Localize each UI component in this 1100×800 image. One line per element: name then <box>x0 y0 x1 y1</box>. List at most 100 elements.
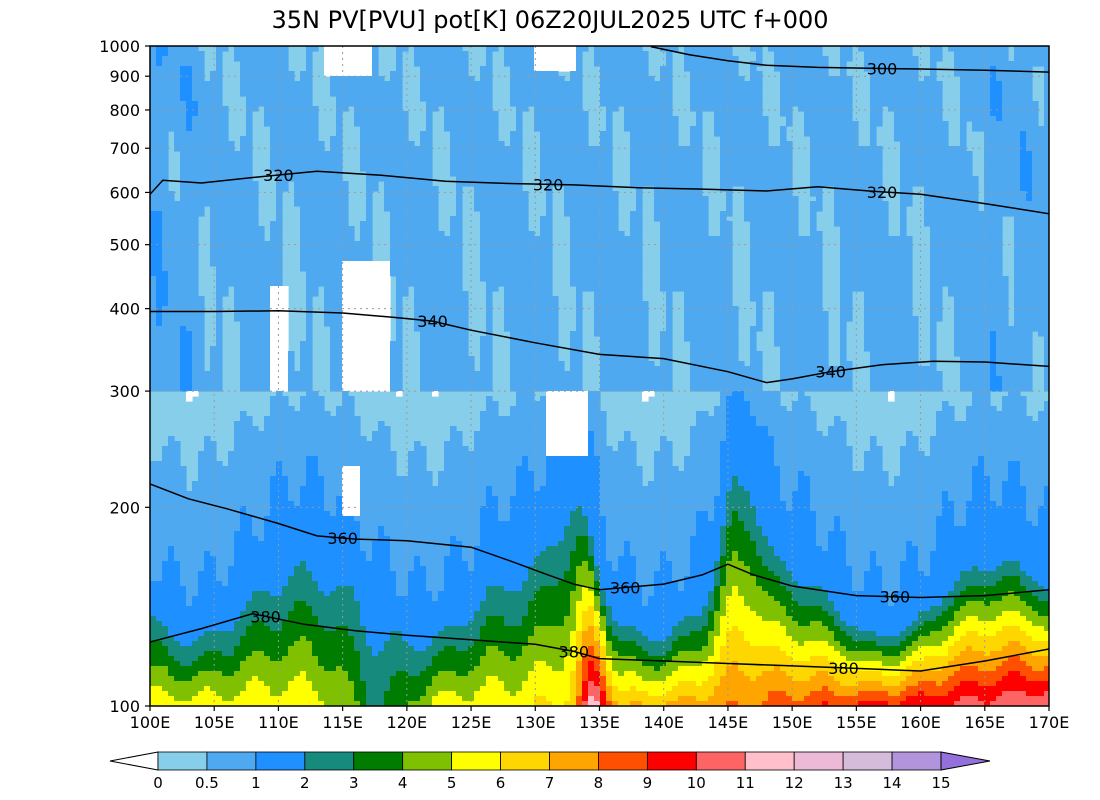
pv-cell <box>474 81 481 87</box>
pv-cell <box>480 76 487 82</box>
pv-cell <box>924 151 931 157</box>
pv-cell <box>276 196 283 202</box>
pv-cell <box>846 211 853 217</box>
pv-cell <box>312 126 319 132</box>
pv-cell <box>516 91 523 97</box>
pv-cell <box>1014 216 1021 222</box>
pv-cell <box>582 246 589 252</box>
pv-cell <box>546 101 553 107</box>
pv-cell <box>204 96 211 102</box>
pv-cell <box>666 156 673 162</box>
pv-cell <box>378 111 385 117</box>
pv-cell <box>156 66 163 72</box>
pv-cell <box>570 156 577 162</box>
pv-cell <box>540 251 547 257</box>
pv-cell <box>222 46 229 52</box>
pv-cell <box>282 66 289 72</box>
pv-cell <box>582 191 589 197</box>
pv-cell <box>684 236 691 242</box>
pv-cell <box>240 211 247 217</box>
pv-cell <box>726 151 733 157</box>
pv-cell <box>582 186 589 192</box>
pv-cell <box>786 256 793 262</box>
pv-cell <box>318 251 325 257</box>
pv-cell <box>936 131 943 137</box>
pv-cell <box>960 66 967 72</box>
pv-cell <box>168 196 175 202</box>
pv-cell <box>438 61 445 67</box>
pv-cell <box>780 261 787 267</box>
pv-cell <box>276 261 283 267</box>
pv-cell <box>852 176 859 182</box>
pv-cell <box>576 216 583 222</box>
pv-cell <box>1008 111 1015 117</box>
pv-cell <box>306 111 313 117</box>
pv-cell <box>510 211 517 217</box>
pv-cell <box>528 46 535 52</box>
pv-cell <box>336 96 343 102</box>
pv-cell <box>336 226 343 232</box>
pv-cell <box>702 256 709 262</box>
pv-cell <box>696 141 703 147</box>
pv-cell <box>540 56 547 62</box>
pv-cell <box>306 261 313 267</box>
pv-cell <box>162 196 169 202</box>
pv-cell <box>780 136 787 142</box>
pv-cell <box>774 161 781 167</box>
pv-cell <box>450 246 457 252</box>
pv-cell <box>258 66 265 72</box>
pv-cell <box>162 126 169 132</box>
pv-cell <box>1002 141 1009 147</box>
pv-cell <box>252 56 259 62</box>
pv-cell <box>570 101 577 107</box>
pv-cell <box>810 201 817 207</box>
pv-cell <box>204 156 211 162</box>
pv-cell <box>270 56 277 62</box>
pv-cell <box>696 156 703 162</box>
pv-cell <box>210 226 217 232</box>
pv-cell <box>714 76 721 82</box>
pv-cell <box>564 116 571 122</box>
pv-cell <box>450 66 457 72</box>
pv-cell <box>936 91 943 97</box>
pv-cell <box>396 76 403 82</box>
pv-cell <box>846 136 853 142</box>
pv-cell <box>192 171 199 177</box>
pv-cell <box>258 61 265 67</box>
pv-cell <box>684 216 691 222</box>
pv-cell <box>630 181 637 187</box>
pv-cell <box>576 161 583 167</box>
pv-cell <box>480 151 487 157</box>
pv-cell <box>330 191 337 197</box>
pv-cell <box>360 61 367 67</box>
pv-cell <box>330 211 337 217</box>
pv-cell <box>258 261 265 267</box>
pv-cell <box>606 206 613 212</box>
pv-cell <box>636 251 643 257</box>
pv-cell <box>726 121 733 127</box>
pv-cell <box>312 46 319 52</box>
pv-cell <box>720 236 727 242</box>
pv-cell <box>1002 156 1009 162</box>
pv-cell <box>486 256 493 262</box>
pv-cell <box>786 246 793 252</box>
pv-cell <box>438 46 445 52</box>
pv-cell <box>516 251 523 257</box>
pv-cell <box>966 106 973 112</box>
pv-cell <box>192 226 199 232</box>
pv-cell <box>192 81 199 87</box>
pv-cell <box>522 231 529 237</box>
pv-cell <box>162 96 169 102</box>
pv-cell <box>1026 156 1033 162</box>
pv-cell <box>450 226 457 232</box>
pv-cell <box>936 191 943 197</box>
pv-cell <box>618 236 625 242</box>
pv-cell <box>1032 171 1039 177</box>
pv-cell <box>600 136 607 142</box>
pv-cell <box>570 81 577 87</box>
pv-cell <box>720 221 727 227</box>
pv-cell <box>510 101 517 107</box>
pv-cell <box>528 61 535 67</box>
pv-cell <box>348 66 355 72</box>
pv-cell <box>678 196 685 202</box>
